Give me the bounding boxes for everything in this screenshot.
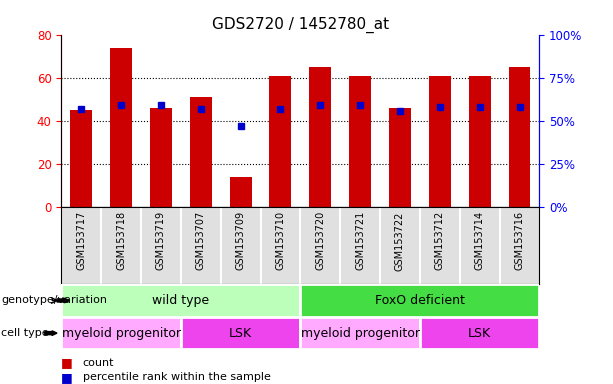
- Text: GSM153720: GSM153720: [315, 211, 326, 270]
- Bar: [420, 317, 539, 349]
- Text: myeloid progenitor: myeloid progenitor: [61, 327, 181, 339]
- Bar: [270, 76, 291, 207]
- Text: percentile rank within the sample: percentile rank within the sample: [83, 372, 270, 382]
- Text: GSM153707: GSM153707: [196, 211, 206, 270]
- Bar: [150, 108, 172, 207]
- Text: LSK: LSK: [468, 327, 491, 339]
- Bar: [230, 177, 251, 207]
- Text: cell type: cell type: [1, 328, 49, 338]
- Text: GSM153718: GSM153718: [116, 211, 126, 270]
- Text: ■: ■: [61, 356, 73, 369]
- Bar: [509, 67, 530, 207]
- Text: GSM153719: GSM153719: [156, 211, 166, 270]
- Text: wild type: wild type: [152, 294, 210, 307]
- Text: GSM153712: GSM153712: [435, 211, 445, 270]
- Text: GSM153714: GSM153714: [474, 211, 485, 270]
- Text: count: count: [83, 358, 114, 368]
- Bar: [300, 284, 539, 317]
- Text: GSM153722: GSM153722: [395, 211, 405, 271]
- Bar: [61, 284, 300, 317]
- Text: genotype/variation: genotype/variation: [1, 295, 107, 306]
- Bar: [469, 76, 490, 207]
- Bar: [429, 76, 451, 207]
- Bar: [349, 76, 371, 207]
- Text: GSM153716: GSM153716: [514, 211, 525, 270]
- Text: ■: ■: [61, 371, 73, 384]
- Text: myeloid progenitor: myeloid progenitor: [300, 327, 420, 339]
- Bar: [389, 108, 411, 207]
- Bar: [310, 67, 331, 207]
- Text: GSM153710: GSM153710: [275, 211, 286, 270]
- Bar: [61, 317, 181, 349]
- Text: LSK: LSK: [229, 327, 252, 339]
- Title: GDS2720 / 1452780_at: GDS2720 / 1452780_at: [212, 17, 389, 33]
- Bar: [110, 48, 132, 207]
- Bar: [70, 110, 92, 207]
- Bar: [181, 317, 300, 349]
- Text: FoxO deficient: FoxO deficient: [375, 294, 465, 307]
- Text: GSM153721: GSM153721: [355, 211, 365, 270]
- Bar: [190, 97, 211, 207]
- Text: GSM153709: GSM153709: [235, 211, 246, 270]
- Bar: [300, 317, 420, 349]
- Text: GSM153717: GSM153717: [76, 211, 86, 270]
